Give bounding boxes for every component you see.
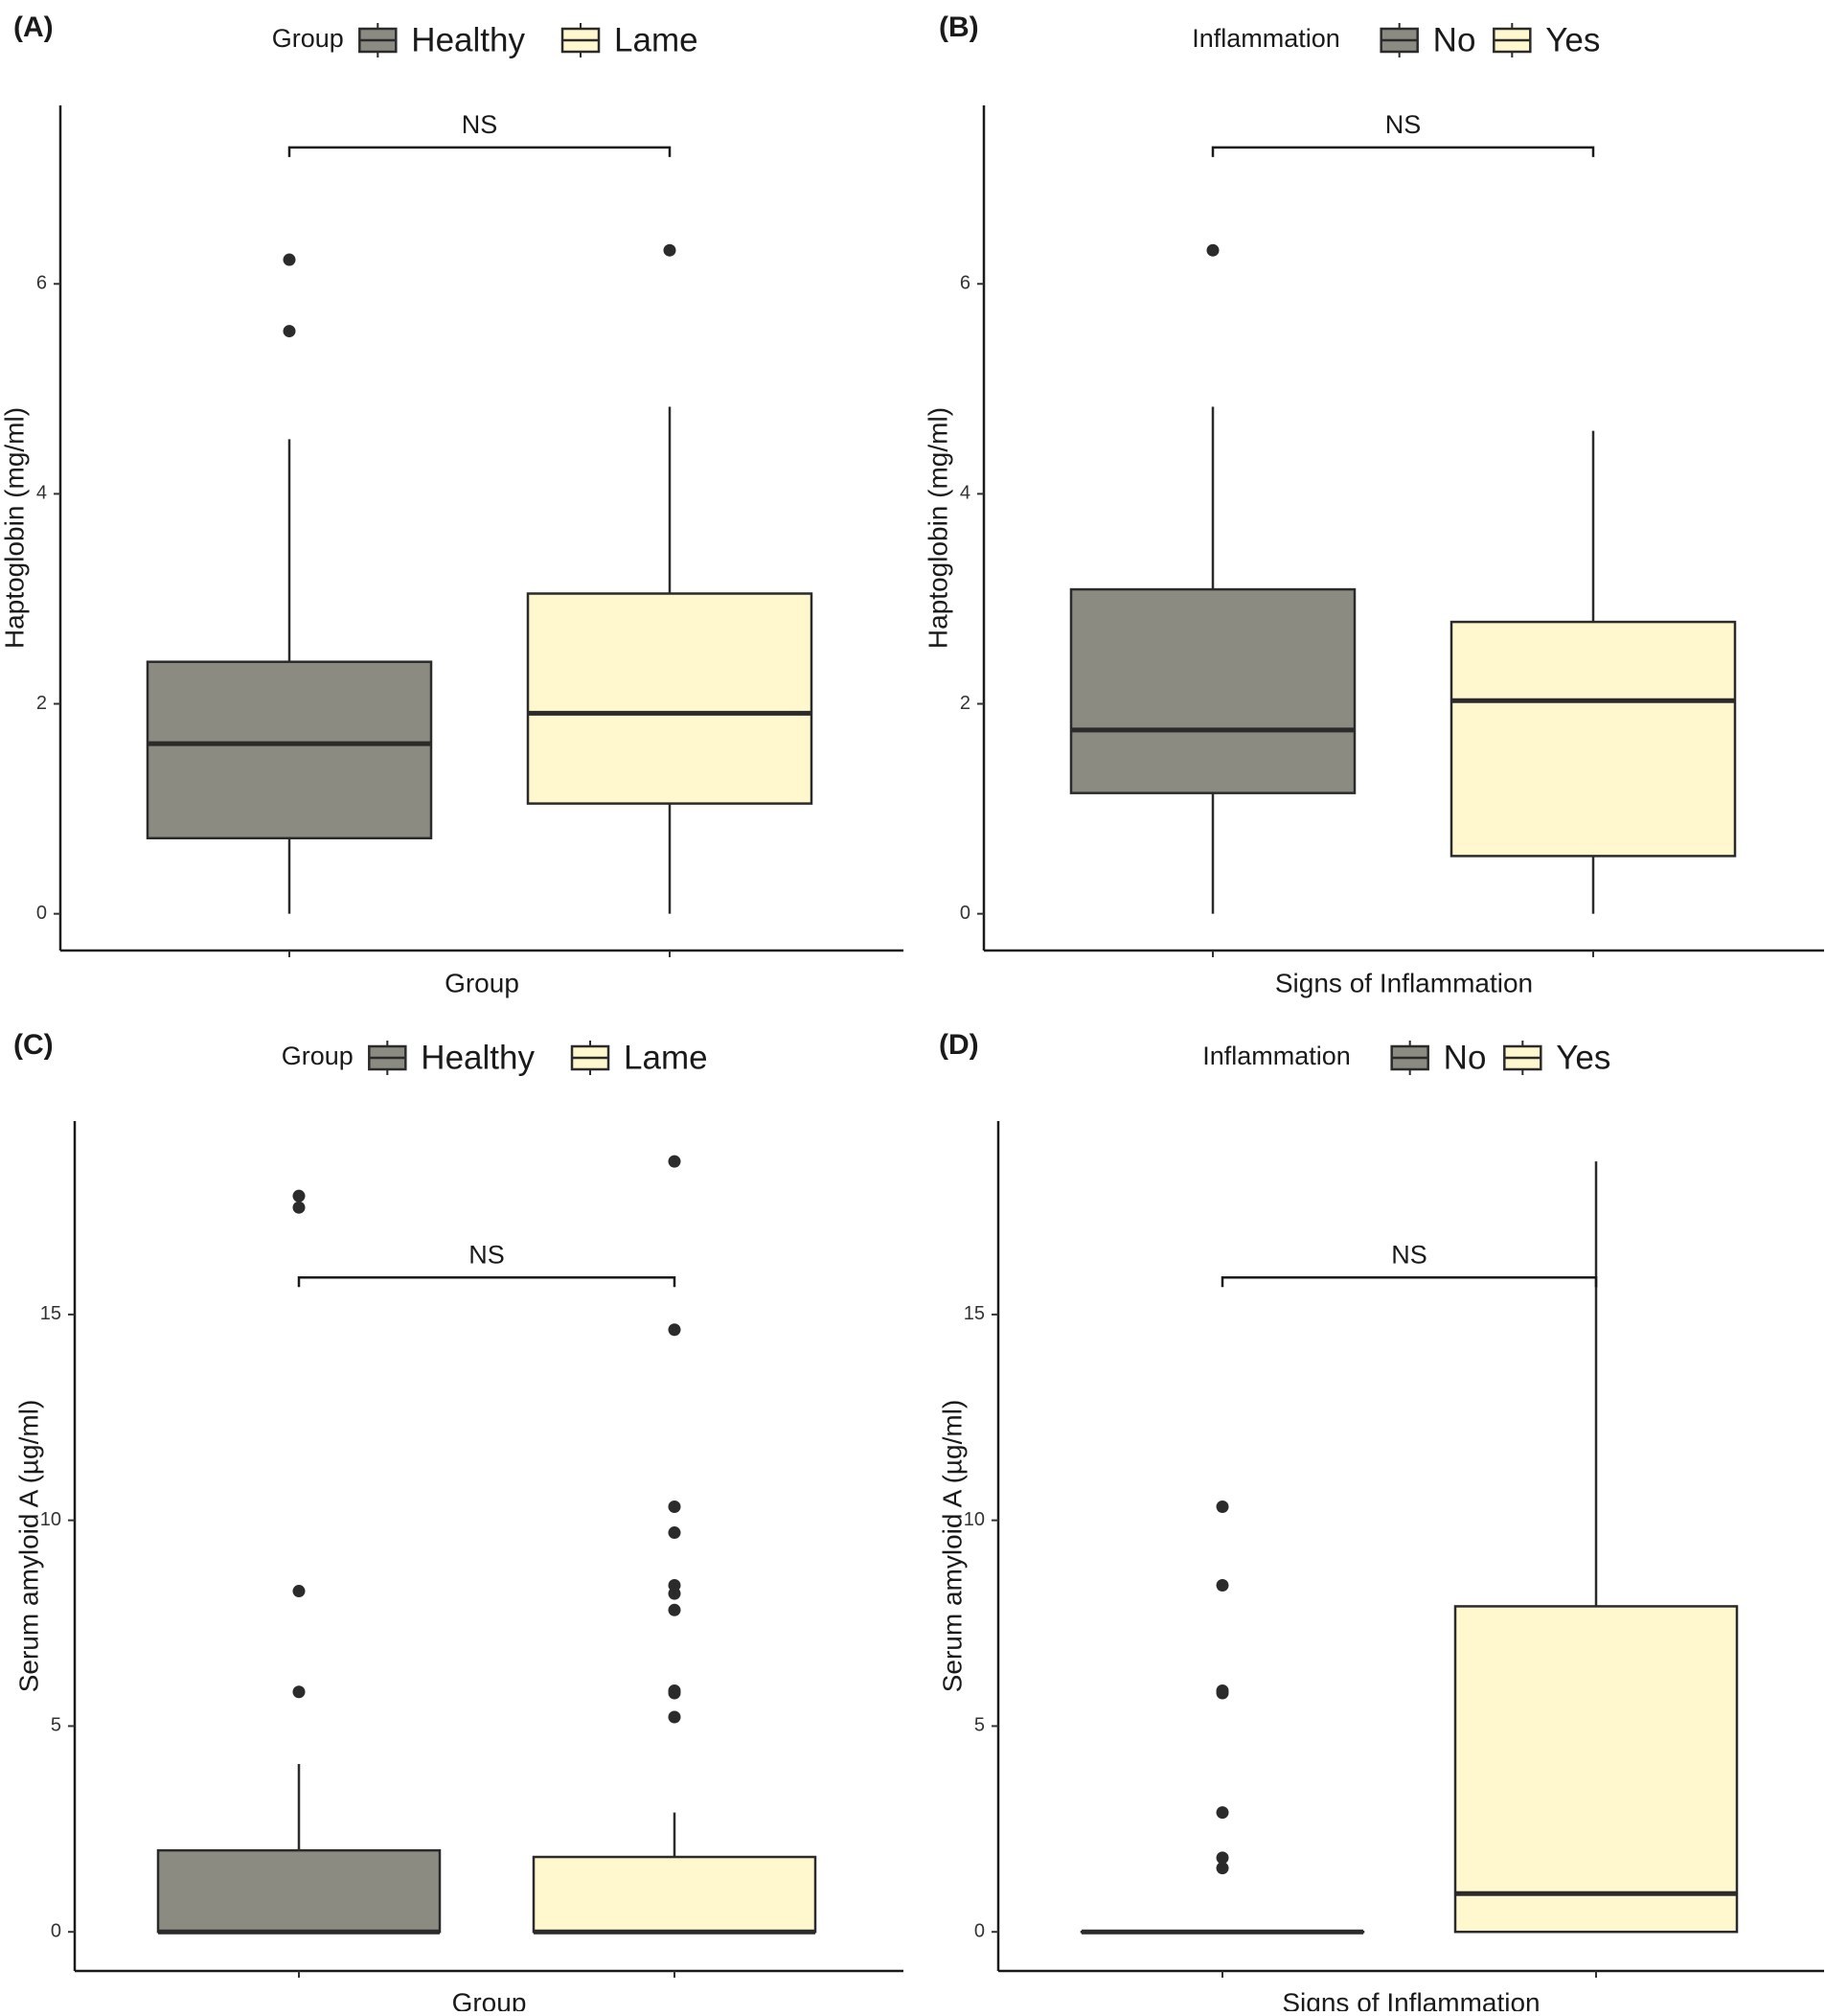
- box-lame: [528, 244, 811, 914]
- x-axis-title: Group: [452, 1987, 527, 2011]
- y-axis-title: Serum amyloid A (µg/ml): [937, 1400, 967, 1693]
- panel-label: (C): [13, 1029, 54, 1061]
- outlier-point: [293, 1202, 306, 1214]
- box-iqr: [148, 662, 431, 838]
- y-tick-label: 5: [974, 1715, 985, 1736]
- panel-label: (A): [13, 11, 54, 43]
- significance-label: NS: [468, 1240, 505, 1269]
- legend: Group Healthy Lame: [272, 21, 698, 58]
- legend-title: Inflammation: [1192, 24, 1340, 53]
- box-lame: [534, 1156, 815, 1933]
- legend-title: Inflammation: [1202, 1042, 1351, 1070]
- y-tick-label: 0: [36, 903, 47, 924]
- outlier-point: [669, 1684, 681, 1697]
- significance-label: NS: [1385, 110, 1422, 139]
- bracket-line: [1222, 1277, 1596, 1287]
- legend-label: Lame: [614, 21, 698, 58]
- box-healthy: [158, 1190, 440, 1933]
- outlier-point: [669, 1501, 681, 1513]
- outlier-point: [284, 325, 296, 337]
- box-healthy: [148, 254, 431, 914]
- outlier-point: [1217, 1501, 1229, 1513]
- outlier-point: [664, 244, 676, 257]
- significance-bracket: NS: [299, 1240, 674, 1287]
- outlier-point: [669, 1710, 681, 1723]
- y-tick-label: 0: [51, 1920, 61, 1941]
- x-axis-title: Signs of Inflammation: [1282, 1987, 1540, 2011]
- box-no: [1071, 244, 1355, 914]
- outlier-point: [1217, 1579, 1229, 1592]
- y-tick-label: 6: [36, 273, 47, 294]
- legend-title: Group: [282, 1042, 354, 1070]
- y-tick-label: 0: [960, 903, 970, 924]
- bracket-line: [289, 148, 670, 157]
- y-tick-label: 5: [51, 1715, 61, 1736]
- bracket-line: [1213, 148, 1593, 157]
- outlier-point: [293, 1190, 306, 1203]
- y-axis-title: Haptoglobin (mg/ml): [0, 407, 29, 649]
- box-yes: [1451, 431, 1735, 914]
- chart-panel-b: (B) Inflammation No Yes 0 2 4 6 Signs of Inflamm…: [923, 11, 1824, 997]
- outlier-point: [669, 1323, 681, 1336]
- outlier-point: [1217, 1851, 1229, 1864]
- legend-label: No: [1444, 1039, 1487, 1076]
- panel-label: (D): [939, 1029, 979, 1061]
- significance-label: NS: [1391, 1240, 1427, 1269]
- legend: Inflammation No Yes: [1192, 21, 1600, 58]
- legend: Inflammation No Yes: [1202, 1039, 1610, 1076]
- y-tick-label: 2: [960, 693, 970, 714]
- box-iqr: [534, 1857, 815, 1932]
- legend-label: Lame: [624, 1039, 708, 1076]
- y-tick-label: 6: [960, 273, 970, 294]
- legend-label: Yes: [1545, 21, 1600, 58]
- legend: Group Healthy Lame: [282, 1039, 708, 1076]
- significance-bracket: NS: [1222, 1240, 1596, 1287]
- y-tick-label: 15: [40, 1303, 61, 1324]
- legend-title: Group: [272, 24, 344, 53]
- box-iqr: [1455, 1606, 1737, 1932]
- panel-label: (B): [939, 11, 979, 43]
- significance-bracket: NS: [289, 110, 670, 157]
- x-axis-title: Group: [445, 968, 519, 997]
- y-tick-label: 0: [974, 1920, 985, 1941]
- chart-panel-a: (A) Group Healthy Lame 0 2 4 6 Group Haptoglobin …: [0, 11, 903, 997]
- outlier-point: [293, 1585, 306, 1597]
- legend-label: Healthy: [411, 21, 525, 58]
- significance-label: NS: [462, 110, 498, 139]
- outlier-point: [1217, 1684, 1229, 1697]
- box-iqr: [528, 593, 811, 803]
- bracket-line: [299, 1277, 674, 1287]
- legend-label: No: [1433, 21, 1476, 58]
- legend-label: Healthy: [421, 1039, 535, 1076]
- outlier-point: [284, 254, 296, 266]
- y-tick-label: 4: [36, 483, 47, 504]
- outlier-point: [1217, 1806, 1229, 1819]
- y-tick-label: 15: [964, 1303, 985, 1324]
- y-tick-label: 4: [960, 483, 970, 504]
- outlier-point: [669, 1156, 681, 1168]
- box-iqr: [1451, 622, 1735, 856]
- x-axis-title: Signs of Inflammation: [1275, 968, 1533, 997]
- box-iqr: [1071, 589, 1355, 793]
- y-tick-label: 2: [36, 693, 47, 714]
- y-axis-title: Serum amyloid A (µg/ml): [13, 1400, 43, 1693]
- outlier-point: [669, 1526, 681, 1539]
- box-iqr: [158, 1850, 440, 1932]
- y-axis-title: Haptoglobin (mg/ml): [923, 407, 952, 649]
- box-no: [1082, 1501, 1363, 1932]
- legend-label: Yes: [1556, 1039, 1610, 1076]
- outlier-point: [293, 1685, 306, 1698]
- outlier-point: [669, 1604, 681, 1616]
- outlier-point: [669, 1579, 681, 1592]
- outlier-point: [1207, 244, 1220, 257]
- significance-bracket: NS: [1213, 110, 1593, 157]
